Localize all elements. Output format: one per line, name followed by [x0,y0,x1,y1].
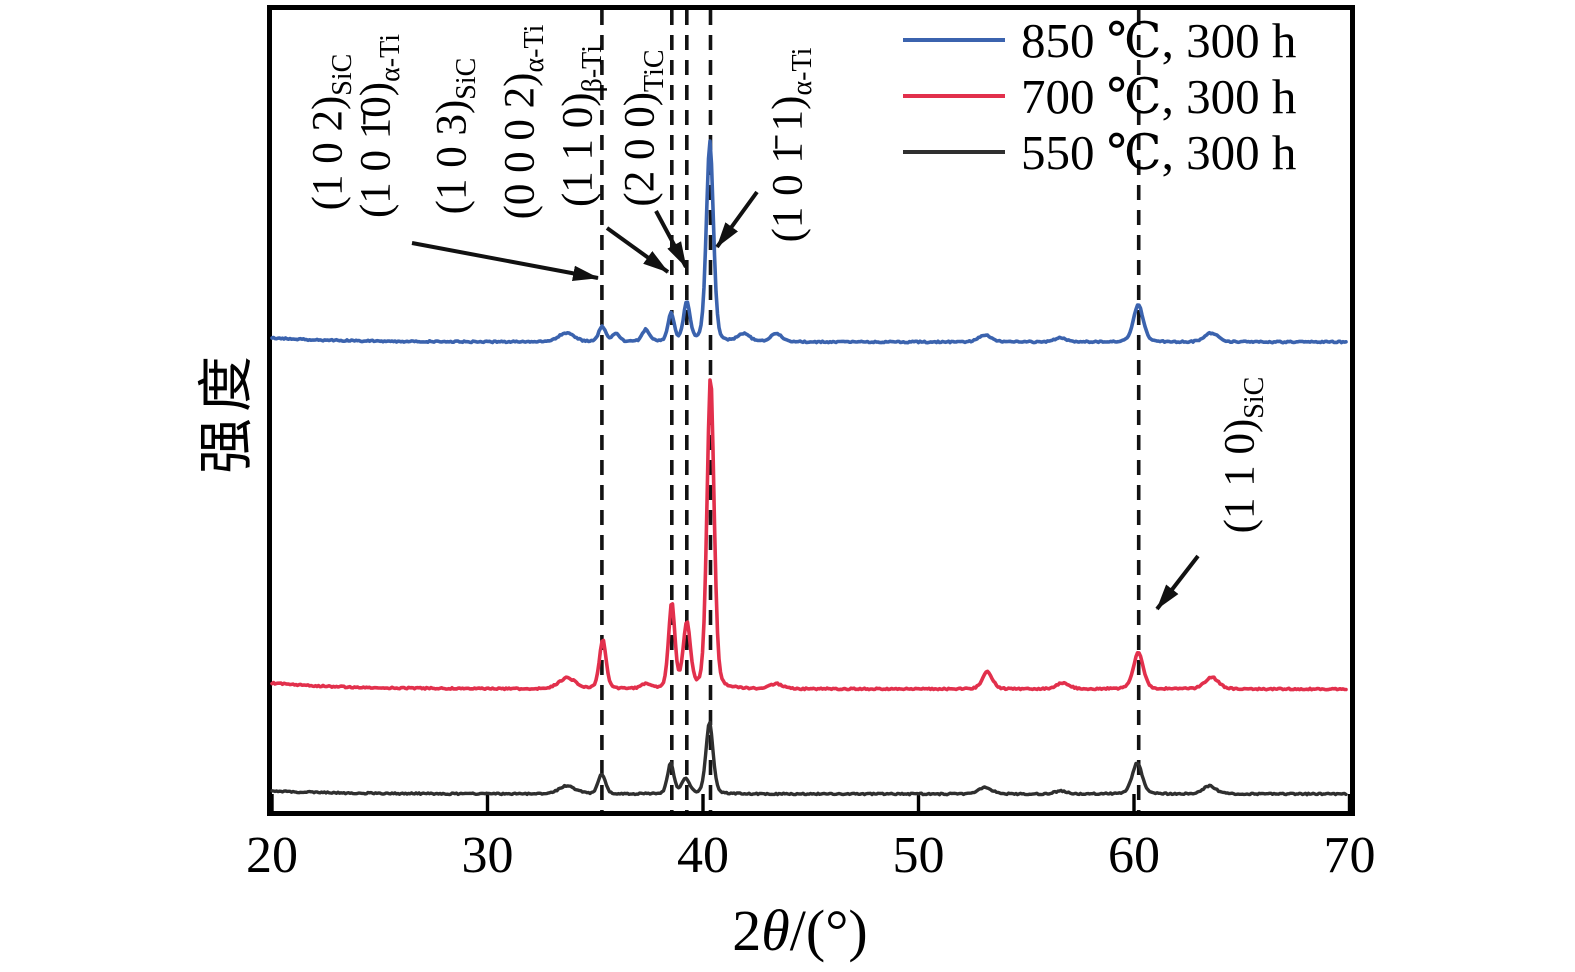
peak-label-phase: β-Ti [577,44,609,93]
x-tick-label-30: 30 [461,827,514,884]
peak-label-1: (1 0 2)SiC [304,54,359,211]
legend-line-swatch [903,94,1005,98]
x-tick-label-60: 60 [1108,827,1160,884]
x-tick-label-20: 20 [246,827,298,884]
legend-line-swatch [903,150,1005,154]
legend-label: 850 ℃, 300 h [1021,12,1297,68]
peak-label-phase: α-Ti [375,33,407,82]
peak-annotation-arrow [1155,554,1200,611]
peak-label-7: (1 0 1̄ 1)α-Ti [764,48,819,243]
peak-label-3: (1 0 3)SiC [428,58,483,215]
xrd-trace-2 [270,378,1348,692]
peak-label-phase: TiC [639,49,671,92]
x-tick-label-50: 50 [892,827,945,884]
peak-label-hkl: (1 1 0) [1216,418,1264,534]
legend-item-3: 550 ℃, 300 h [903,124,1296,180]
x-axis-title: 2θ/(°) [732,897,867,964]
peak-label-hkl: (1 0 2) [304,95,352,211]
peak-label-phase: SiC [1239,376,1271,419]
legend-item-1: 850 ℃, 300 h [903,12,1296,68]
peak-label-4: (0 0 0 2)α-Ti [496,25,551,220]
peak-annotation-arrow [715,190,759,249]
x-title-theta: θ [761,898,790,963]
peak-label-hkl: (2 0 0) [616,91,664,207]
peak-label-phase: α-Ti [787,47,819,96]
peak-label-hkl: (1 0 1̄0) [352,81,400,219]
peak-annotation-arrow [654,210,688,268]
legend: 850 ℃, 300 h 700 ℃, 300 h 550 ℃, 300 h [903,12,1296,180]
peak-label-6: (2 0 0)TiC [616,49,671,207]
peak-label-5: (1 1 0)β-Ti [554,45,609,208]
y-axis-title: 强度 [196,350,259,474]
peak-label-8: (1 1 0)SiC [1216,377,1271,534]
peak-label-phase: α-Ti [519,24,551,73]
legend-line-swatch [903,38,1005,42]
peak-annotation-arrow [605,226,670,274]
peak-label-2: (1 0 1̄0)α-Ti [352,34,407,219]
peak-label-phase: SiC [451,57,483,100]
peak-label-hkl: (1 1 0) [554,92,602,208]
plot-frame [267,5,1355,816]
x-tick-label-70: 70 [1323,827,1376,884]
peak-label-hkl: (1 0 1̄ 1) [764,95,812,243]
xrd-trace-3 [270,720,1348,797]
x-title-post: /(°) [789,898,868,963]
peak-label-hkl: (0 0 0 2) [496,72,544,220]
x-title-pre: 2 [732,898,762,963]
x-tick-label-40: 40 [677,827,729,884]
legend-label: 550 ℃, 300 h [1021,124,1297,180]
legend-item-2: 700 ℃, 300 h [903,68,1296,124]
peak-label-hkl: (1 0 3) [428,99,476,215]
xrd-trace-1 [270,139,1348,345]
peak-annotation-arrow [411,241,599,282]
legend-label: 700 ℃, 300 h [1021,68,1297,124]
